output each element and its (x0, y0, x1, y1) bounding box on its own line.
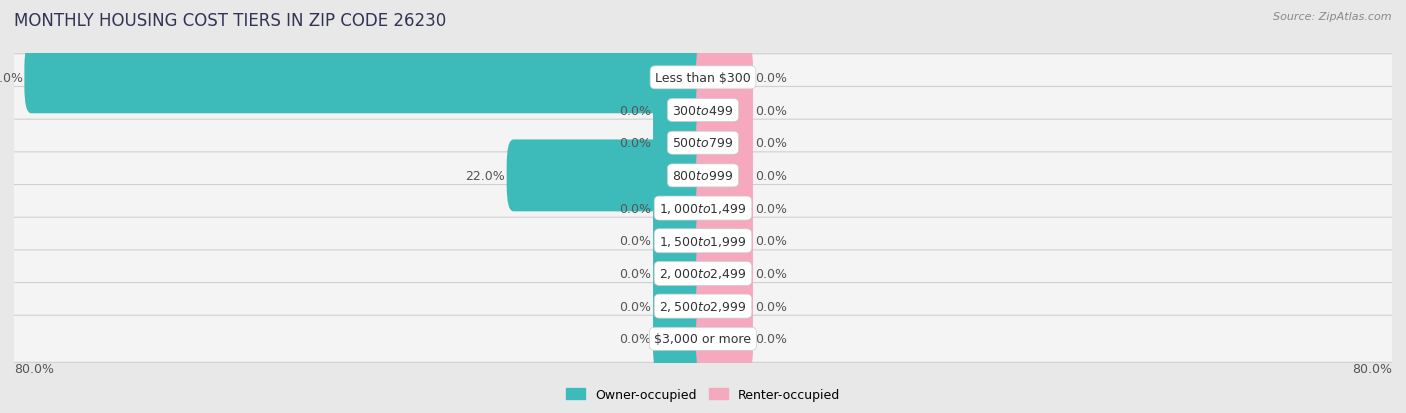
FancyBboxPatch shape (7, 316, 1399, 363)
FancyBboxPatch shape (7, 218, 1399, 265)
Text: 22.0%: 22.0% (465, 169, 505, 183)
FancyBboxPatch shape (506, 140, 710, 212)
Text: 0.0%: 0.0% (619, 137, 651, 150)
FancyBboxPatch shape (696, 303, 754, 375)
FancyBboxPatch shape (652, 107, 710, 179)
FancyBboxPatch shape (7, 152, 1399, 199)
Text: 0.0%: 0.0% (755, 267, 787, 280)
FancyBboxPatch shape (24, 42, 710, 114)
Text: 80.0%: 80.0% (1353, 363, 1392, 375)
Text: $2,500 to $2,999: $2,500 to $2,999 (659, 299, 747, 313)
Text: 0.0%: 0.0% (755, 72, 787, 85)
FancyBboxPatch shape (696, 205, 754, 277)
Text: 80.0%: 80.0% (14, 363, 53, 375)
Text: MONTHLY HOUSING COST TIERS IN ZIP CODE 26230: MONTHLY HOUSING COST TIERS IN ZIP CODE 2… (14, 12, 446, 30)
Text: $1,000 to $1,499: $1,000 to $1,499 (659, 202, 747, 216)
Text: $2,000 to $2,499: $2,000 to $2,499 (659, 267, 747, 281)
Text: 78.0%: 78.0% (0, 72, 22, 85)
FancyBboxPatch shape (7, 87, 1399, 134)
Text: 0.0%: 0.0% (755, 137, 787, 150)
Text: 0.0%: 0.0% (619, 300, 651, 313)
Text: 0.0%: 0.0% (619, 202, 651, 215)
Text: 0.0%: 0.0% (755, 300, 787, 313)
FancyBboxPatch shape (696, 42, 754, 114)
Text: 0.0%: 0.0% (619, 104, 651, 117)
FancyBboxPatch shape (7, 250, 1399, 297)
Text: $800 to $999: $800 to $999 (672, 169, 734, 183)
Text: 0.0%: 0.0% (755, 235, 787, 248)
FancyBboxPatch shape (7, 55, 1399, 102)
FancyBboxPatch shape (652, 238, 710, 310)
FancyBboxPatch shape (696, 75, 754, 147)
Text: Less than $300: Less than $300 (655, 72, 751, 85)
FancyBboxPatch shape (696, 271, 754, 342)
FancyBboxPatch shape (652, 75, 710, 147)
Text: $3,000 or more: $3,000 or more (655, 332, 751, 345)
FancyBboxPatch shape (652, 303, 710, 375)
FancyBboxPatch shape (696, 238, 754, 310)
Text: 0.0%: 0.0% (619, 235, 651, 248)
FancyBboxPatch shape (696, 107, 754, 179)
Text: 0.0%: 0.0% (619, 332, 651, 345)
Text: $300 to $499: $300 to $499 (672, 104, 734, 117)
FancyBboxPatch shape (652, 271, 710, 342)
Legend: Owner-occupied, Renter-occupied: Owner-occupied, Renter-occupied (567, 388, 839, 401)
Text: 0.0%: 0.0% (755, 202, 787, 215)
Text: $1,500 to $1,999: $1,500 to $1,999 (659, 234, 747, 248)
FancyBboxPatch shape (652, 173, 710, 244)
FancyBboxPatch shape (7, 283, 1399, 330)
Text: $500 to $799: $500 to $799 (672, 137, 734, 150)
FancyBboxPatch shape (7, 120, 1399, 167)
Text: 0.0%: 0.0% (755, 169, 787, 183)
Text: 0.0%: 0.0% (619, 267, 651, 280)
Text: Source: ZipAtlas.com: Source: ZipAtlas.com (1274, 12, 1392, 22)
Text: 0.0%: 0.0% (755, 332, 787, 345)
Text: 0.0%: 0.0% (755, 104, 787, 117)
FancyBboxPatch shape (7, 185, 1399, 232)
FancyBboxPatch shape (696, 173, 754, 244)
FancyBboxPatch shape (696, 140, 754, 212)
FancyBboxPatch shape (652, 205, 710, 277)
